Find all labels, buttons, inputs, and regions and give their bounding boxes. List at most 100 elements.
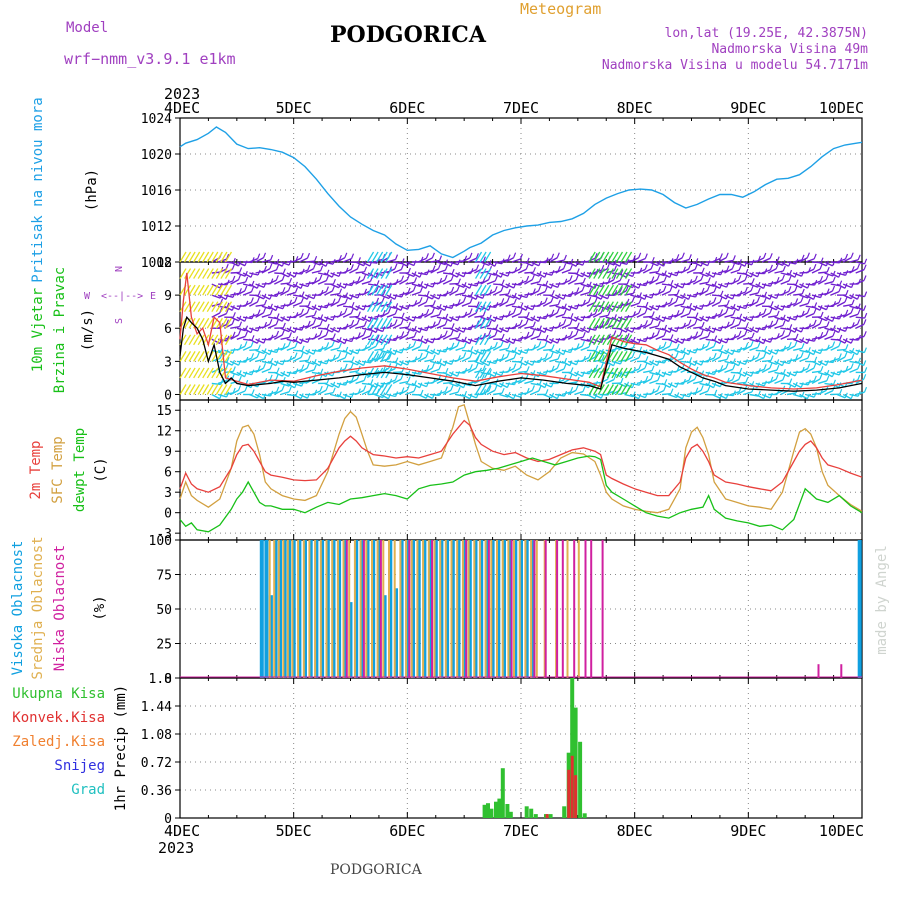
wind-barb [692, 279, 702, 285]
wind-barb [211, 312, 221, 318]
wind-barb-flag [262, 307, 267, 314]
cloud-bar-0 [411, 540, 415, 678]
wind-barb [249, 369, 259, 374]
wind-barb-flag [400, 264, 404, 270]
wind-barb-flag [269, 363, 273, 370]
wind-barb [730, 335, 740, 340]
cloud-bar-1 [507, 540, 510, 678]
wind-barb-flag [806, 393, 810, 400]
wind-barb-flag [651, 256, 655, 263]
wind-barb-flag [294, 382, 298, 389]
wind-barb-strong [625, 351, 633, 362]
wind-barb-flag [663, 276, 667, 282]
wind-barb [411, 272, 421, 278]
wind-barb-flag [700, 385, 704, 391]
wind-barb [774, 261, 784, 266]
cloud-bar-0 [282, 540, 287, 678]
wind-barb-flag [575, 261, 579, 267]
wind-barb-flag [263, 282, 267, 288]
wind-barb [511, 283, 521, 286]
wind-barb [574, 261, 584, 266]
wind-barb-flag [431, 307, 435, 314]
wind-barb [492, 371, 502, 377]
cloud-bar-1 [518, 540, 521, 678]
wind-barb-flag [250, 341, 254, 347]
wind-barb [324, 327, 333, 333]
cloud-bar-2 [561, 540, 564, 678]
wind-barb [674, 294, 684, 300]
wind-barb [655, 280, 665, 285]
wind-barb-flag [426, 344, 430, 351]
wind-barb-flag [481, 263, 485, 270]
wind-barb [392, 268, 402, 274]
wind-barb-flag [269, 263, 273, 270]
wind-barb [461, 393, 471, 400]
wind-barb [311, 261, 321, 266]
wind-barb [567, 371, 577, 377]
wind-barb [455, 382, 464, 389]
wind-barb [680, 367, 690, 374]
cloud-bar-1 [484, 540, 487, 678]
wind-barb-flag [820, 365, 824, 372]
wind-barb [536, 283, 546, 287]
compass-arrows: <--|--> [101, 291, 143, 302]
wind-barb [774, 279, 783, 285]
wind-barb [530, 272, 540, 277]
wind-barb-flag [814, 302, 818, 308]
wind-barb [680, 305, 690, 309]
wind-barb [442, 279, 452, 285]
wind-barb [667, 283, 677, 289]
wind-barb [724, 305, 734, 310]
wind-barb [417, 382, 427, 388]
wind-barb-flag [720, 365, 724, 371]
wind-barb [836, 272, 846, 276]
wind-barb [492, 290, 502, 296]
wind-barb-flag [820, 257, 824, 263]
wind-barb-flag [351, 319, 355, 326]
wind-barb-flag [325, 330, 329, 336]
wind-barb [586, 272, 596, 275]
wind-barb [799, 302, 809, 307]
wind-barb [630, 327, 640, 330]
wind-barb-strong [588, 367, 596, 379]
cloud-bar-2 [487, 540, 490, 678]
wind-barb-flag [350, 253, 355, 259]
wind-barb [749, 283, 759, 288]
wind-barb [517, 349, 527, 355]
cloud-bar-2 [584, 540, 587, 678]
wind-barb-flag [288, 326, 292, 332]
wind-barb [817, 360, 827, 367]
wind-barb [792, 338, 802, 344]
wind-barb-flag [689, 357, 693, 363]
wind-barb [236, 335, 246, 340]
wind-barb-flag [751, 299, 755, 305]
wind-barb-flag [407, 359, 411, 366]
top-date-label: 10DEC [819, 99, 864, 117]
cloud-bar-0 [433, 540, 438, 678]
wind-barb [768, 281, 778, 285]
wind-barb [592, 294, 602, 300]
wind-barb-strong [593, 284, 601, 296]
wind-barb-strong [371, 317, 379, 329]
wind-barb [236, 261, 246, 267]
wind-barb-flag [688, 263, 692, 270]
wind-barb-flag [632, 271, 636, 277]
wind-barb-strong [197, 301, 205, 313]
wind-barb [692, 334, 702, 340]
wind-barb [636, 294, 646, 301]
pressure-unit-label: (hPa) [84, 169, 100, 211]
wind-barb-flag [788, 316, 792, 322]
wind-barb-flag [776, 276, 780, 283]
wind-barb [380, 294, 390, 300]
wind-barb-flag [632, 288, 636, 294]
wind-barb [311, 390, 321, 396]
wind-barb-strong [206, 284, 214, 296]
wind-barb [467, 283, 478, 287]
wind-barb [392, 323, 402, 329]
wind-barb [223, 305, 233, 312]
wind-barb [286, 382, 296, 389]
wind-barb [780, 371, 790, 378]
wind-barb [511, 294, 521, 301]
wind-barb-flag [294, 341, 298, 348]
wind-barb-strong [611, 384, 619, 395]
